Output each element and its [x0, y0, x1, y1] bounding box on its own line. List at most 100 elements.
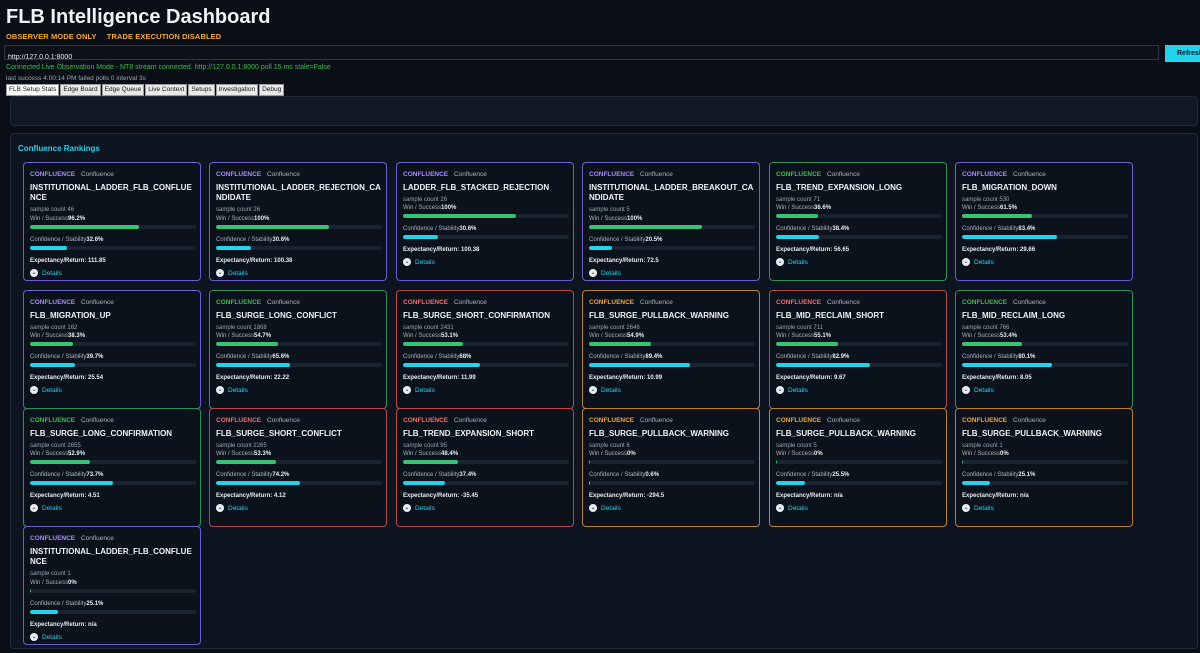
chevron-down-icon[interactable]: ⌄ — [776, 504, 784, 512]
endpoint-url-field[interactable] — [4, 45, 1159, 64]
details-toggle[interactable]: ⌄ Details — [962, 258, 1128, 266]
confidence-bar-fill — [589, 246, 613, 250]
details-label[interactable]: Details — [228, 269, 248, 277]
details-label[interactable]: Details — [42, 386, 62, 394]
chevron-down-icon[interactable]: ⌄ — [30, 633, 38, 641]
confluence-card: CONFLUENCE Confluence FLB_SURGE_LONG_CON… — [23, 408, 201, 527]
setup-name: FLB_MIGRATION_UP sample count 162 — [30, 311, 196, 333]
details-label[interactable]: Details — [42, 633, 62, 641]
setup-name: FLB_SURGE_PULLBACK_WARNING sample count … — [589, 429, 755, 451]
sample-count-label: sample count — [216, 207, 254, 213]
details-toggle[interactable]: ⌄ Details — [776, 258, 942, 266]
chevron-down-icon[interactable]: ⌄ — [216, 269, 224, 277]
details-label[interactable]: Details — [415, 386, 435, 394]
details-label[interactable]: Details — [42, 269, 62, 277]
details-label[interactable]: Details — [601, 386, 621, 394]
details-toggle[interactable]: ⌄ Details — [962, 504, 1128, 512]
details-label[interactable]: Details — [788, 258, 808, 266]
details-toggle[interactable]: ⌄ Details — [30, 386, 196, 394]
tab-edge-board[interactable]: Edge Board — [60, 84, 101, 96]
expectancy-value: 8.05 — [1020, 375, 1032, 381]
chevron-down-icon[interactable]: ⌄ — [962, 258, 970, 266]
chevron-down-icon[interactable]: ⌄ — [962, 504, 970, 512]
tab-debug[interactable]: Debug — [259, 84, 285, 96]
confidence-bar-fill — [403, 235, 438, 239]
details-label[interactable]: Details — [415, 504, 435, 512]
tab-investigation[interactable]: Investigation — [215, 84, 259, 96]
category-label: Confluence — [453, 171, 487, 178]
win-metric: Win / Success53.4% — [962, 332, 1128, 340]
details-toggle[interactable]: ⌄ Details — [30, 269, 196, 277]
details-toggle[interactable]: ⌄ Details — [589, 504, 755, 512]
refresh-button[interactable]: Refresh — [1165, 45, 1200, 62]
chevron-down-icon[interactable]: ⌄ — [776, 258, 784, 266]
win-metric: Win / Success36.6% — [776, 204, 942, 212]
details-toggle[interactable]: ⌄ Details — [589, 386, 755, 394]
details-label[interactable]: Details — [788, 386, 808, 394]
chevron-down-icon[interactable]: ⌄ — [589, 386, 597, 394]
category-badge: CONFLUENCE — [403, 299, 449, 306]
chevron-down-icon[interactable]: ⌄ — [216, 386, 224, 394]
win-label: Win / Success — [776, 205, 815, 211]
details-toggle[interactable]: ⌄ Details — [403, 258, 569, 266]
details-label[interactable]: Details — [974, 504, 994, 512]
confidence-value: 30.6% — [459, 226, 477, 232]
chevron-down-icon[interactable]: ⌄ — [30, 386, 38, 394]
details-toggle[interactable]: ⌄ Details — [216, 386, 382, 394]
win-value: 54.9% — [627, 333, 645, 339]
details-toggle[interactable]: ⌄ Details — [962, 386, 1128, 394]
win-value: 53.3% — [254, 451, 272, 457]
confidence-metric: Confidence / Stability30.6% — [403, 225, 569, 233]
details-toggle[interactable]: ⌄ Details — [30, 504, 196, 512]
tab-setups[interactable]: Setups — [188, 84, 215, 96]
tab-flb-setup-stats[interactable]: FLB Setup Stats — [6, 84, 60, 96]
setup-name: FLB_SURGE_SHORT_CONFLICT sample count 22… — [216, 429, 382, 451]
details-toggle[interactable]: ⌄ Details — [403, 504, 569, 512]
details-label[interactable]: Details — [974, 386, 994, 394]
chevron-down-icon[interactable]: ⌄ — [30, 504, 38, 512]
details-label[interactable]: Details — [601, 504, 621, 512]
category-label: Confluence — [1012, 171, 1046, 178]
sample-count: sample count 26 — [403, 195, 569, 205]
expectancy-label: Expectancy/Return: — [776, 247, 835, 253]
sample-count-value: 2655 — [67, 443, 81, 449]
chevron-down-icon[interactable]: ⌄ — [216, 504, 224, 512]
details-toggle[interactable]: ⌄ Details — [589, 269, 755, 277]
chevron-down-icon[interactable]: ⌄ — [403, 258, 411, 266]
sample-count-label: sample count — [962, 325, 1000, 331]
confidence-bar — [589, 246, 755, 250]
chevron-down-icon[interactable]: ⌄ — [776, 386, 784, 394]
confidence-label: Confidence / Stability — [962, 354, 1019, 360]
win-bar — [216, 225, 382, 229]
win-bar — [962, 214, 1128, 218]
sample-count-value: 71 — [813, 197, 821, 203]
win-bar-fill — [403, 342, 463, 346]
details-toggle[interactable]: ⌄ Details — [776, 504, 942, 512]
tab-live-context[interactable]: Live Context — [145, 84, 188, 96]
confidence-value: 89.4% — [645, 354, 663, 360]
details-toggle[interactable]: ⌄ Details — [216, 269, 382, 277]
chevron-down-icon[interactable]: ⌄ — [589, 504, 597, 512]
win-value: 52.9% — [68, 451, 86, 457]
details-label[interactable]: Details — [228, 386, 248, 394]
details-label[interactable]: Details — [974, 258, 994, 266]
details-label[interactable]: Details — [601, 269, 621, 277]
tab-edge-queue[interactable]: Edge Queue — [101, 84, 145, 96]
card-badge-row: CONFLUENCE Confluence — [776, 299, 860, 306]
details-toggle[interactable]: ⌄ Details — [776, 386, 942, 394]
chevron-down-icon[interactable]: ⌄ — [589, 269, 597, 277]
endpoint-url-input[interactable] — [5, 51, 1158, 64]
details-toggle[interactable]: ⌄ Details — [30, 633, 196, 641]
sample-count-label: sample count — [30, 443, 68, 449]
details-toggle[interactable]: ⌄ Details — [216, 504, 382, 512]
details-label[interactable]: Details — [42, 504, 62, 512]
details-toggle[interactable]: ⌄ Details — [403, 386, 569, 394]
chevron-down-icon[interactable]: ⌄ — [962, 386, 970, 394]
chevron-down-icon[interactable]: ⌄ — [30, 269, 38, 277]
details-label[interactable]: Details — [788, 504, 808, 512]
chevron-down-icon[interactable]: ⌄ — [403, 504, 411, 512]
details-label[interactable]: Details — [415, 258, 435, 266]
win-value: 36.6% — [814, 205, 832, 211]
chevron-down-icon[interactable]: ⌄ — [403, 386, 411, 394]
details-label[interactable]: Details — [228, 504, 248, 512]
